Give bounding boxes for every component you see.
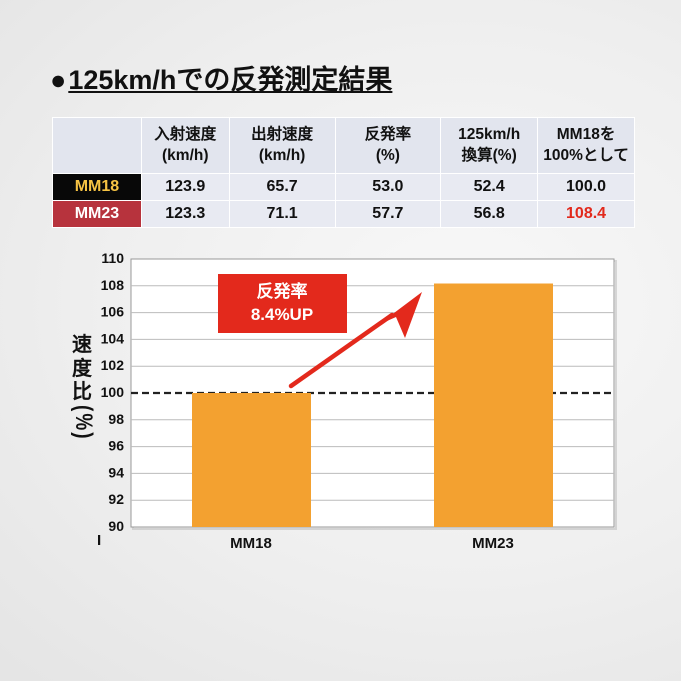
svg-text:8.4%UP: 8.4%UP	[251, 305, 313, 324]
svg-text:94: 94	[108, 464, 124, 480]
svg-text:102: 102	[101, 357, 125, 373]
svg-text:98: 98	[108, 411, 124, 427]
svg-text:110: 110	[101, 250, 124, 266]
svg-text:90: 90	[108, 518, 124, 534]
svg-text:反発率: 反発率	[257, 281, 308, 301]
svg-text:96: 96	[108, 438, 124, 454]
svg-text:104: 104	[101, 330, 125, 346]
svg-text:92: 92	[108, 491, 124, 507]
svg-text:108: 108	[101, 277, 125, 293]
svg-text:MM23: MM23	[472, 535, 514, 552]
svg-text:100: 100	[101, 384, 125, 400]
svg-text:106: 106	[101, 304, 125, 320]
svg-text:MM18: MM18	[230, 535, 272, 552]
